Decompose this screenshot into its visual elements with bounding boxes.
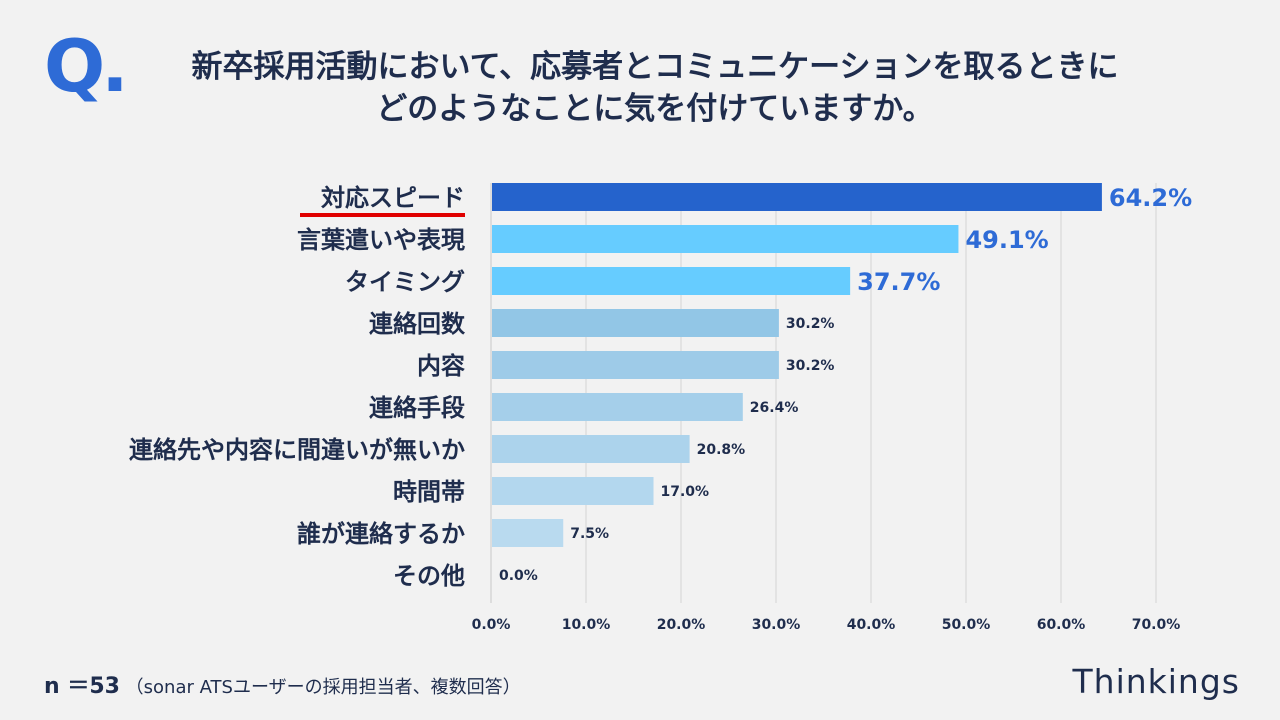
question-line-1: 新卒採用活動において、応募者とコミュニケーションを取るときに [191, 49, 1119, 85]
footnote: n ＝53 （sonar ATSユーザーの採用担当者、複数回答） [44, 668, 521, 700]
category-label: その他 [393, 562, 465, 590]
bar [492, 309, 779, 337]
data-label: 30.2% [786, 316, 835, 332]
question-line-2: どのようなことに気を付けていますか。 [376, 91, 934, 127]
bar [492, 225, 959, 253]
category-label: 内容 [417, 352, 465, 380]
category-label: 連絡先や内容に間違いが無いか [129, 436, 465, 464]
question-mark: Q. [44, 24, 129, 108]
bar [492, 435, 690, 463]
data-label: 26.4% [750, 400, 799, 416]
x-tick-label: 70.0% [1132, 617, 1181, 633]
x-tick-label: 40.0% [847, 617, 896, 633]
bar [492, 183, 1102, 211]
data-label: 49.1% [965, 226, 1048, 254]
bar [492, 393, 743, 421]
x-tick-label: 20.0% [657, 617, 706, 633]
category-label: 連絡回数 [369, 310, 466, 338]
x-tick-label: 0.0% [472, 617, 511, 633]
x-tick-label: 10.0% [562, 617, 611, 633]
sample-note: （sonar ATSユーザーの採用担当者、複数回答） [125, 677, 521, 698]
data-label: 7.5% [570, 526, 609, 542]
category-label: 時間帯 [393, 478, 465, 506]
category-label: タイミング [345, 268, 465, 296]
question-title: 新卒採用活動において、応募者とコミュニケーションを取るときに どのようなことに気… [130, 46, 1180, 130]
sample-size: n ＝53 [44, 674, 120, 699]
category-label: 言葉遣いや表現 [297, 226, 465, 254]
data-label: 37.7% [857, 268, 940, 296]
bar [492, 519, 564, 547]
x-tick-label: 30.0% [752, 617, 801, 633]
x-tick-label: 50.0% [942, 617, 991, 633]
bar [492, 351, 779, 379]
bar [492, 477, 654, 505]
x-tick-label: 60.0% [1037, 617, 1086, 633]
data-label: 17.0% [661, 484, 710, 500]
category-label: 対応スピード [321, 184, 465, 212]
data-label: 0.0% [499, 568, 538, 584]
data-label: 30.2% [786, 358, 835, 374]
bar [492, 267, 851, 295]
data-label: 64.2% [1109, 184, 1192, 212]
brand-logo: Thinkings [1072, 662, 1240, 701]
category-label: 連絡手段 [369, 394, 465, 422]
category-label: 誰が連絡するか [297, 520, 465, 548]
data-label: 20.8% [697, 442, 746, 458]
